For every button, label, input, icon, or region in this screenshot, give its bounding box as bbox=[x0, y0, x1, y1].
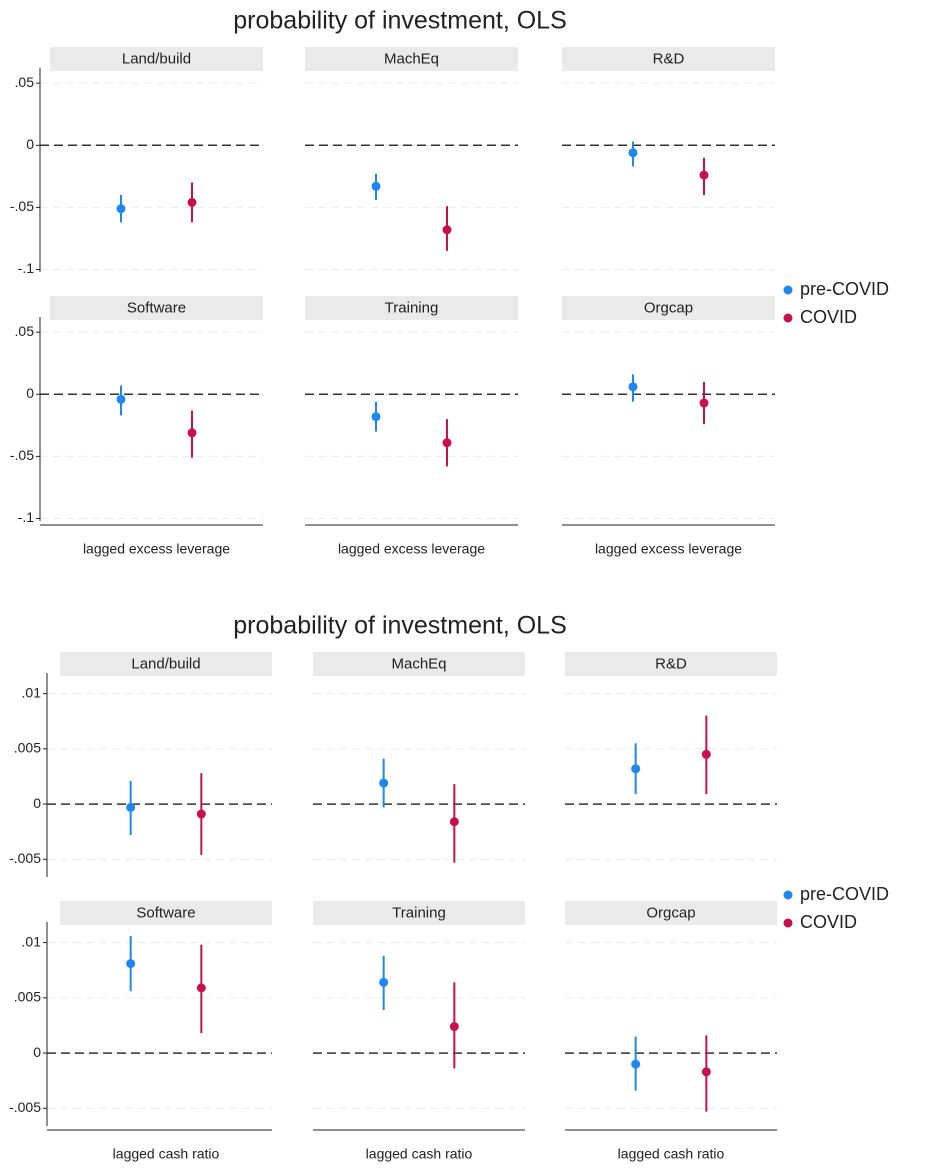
panel-strip bbox=[565, 652, 777, 676]
point-estimate bbox=[701, 1067, 711, 1077]
y-tick-label: .01 bbox=[22, 684, 42, 700]
point-estimate bbox=[701, 749, 711, 759]
legend-label: COVID bbox=[800, 912, 857, 932]
point-estimate bbox=[187, 197, 197, 207]
chart-title: probability of investment, OLS bbox=[233, 7, 567, 35]
y-tick-label: 0 bbox=[33, 795, 41, 811]
x-axis-label: lagged cash ratio bbox=[366, 1146, 473, 1162]
y-tick-label: .005 bbox=[14, 989, 41, 1005]
y-tick-label: -.1 bbox=[18, 260, 35, 276]
point-estimate bbox=[126, 802, 136, 812]
point-estimate bbox=[371, 181, 381, 191]
panel-strip bbox=[305, 296, 518, 320]
panel-strip bbox=[313, 652, 525, 676]
point-estimate bbox=[628, 382, 638, 392]
point-estimate bbox=[699, 170, 709, 180]
panel-title: MachEq bbox=[391, 655, 446, 672]
y-tick-label: -.1 bbox=[18, 509, 35, 525]
legend-marker bbox=[783, 313, 793, 323]
panel-title: Land/build bbox=[122, 50, 191, 67]
y-tick-label: 0 bbox=[33, 1044, 41, 1060]
x-axis-label: lagged cash ratio bbox=[618, 1146, 725, 1162]
panel-title: Software bbox=[136, 904, 195, 921]
point-estimate bbox=[442, 225, 452, 235]
point-estimate bbox=[628, 148, 638, 158]
panel-title: R&D bbox=[655, 655, 687, 672]
point-estimate bbox=[631, 1059, 641, 1069]
point-estimate bbox=[442, 438, 452, 448]
point-estimate bbox=[196, 983, 206, 993]
panel-strip bbox=[565, 901, 777, 925]
point-estimate bbox=[449, 817, 459, 827]
y-tick-label: .05 bbox=[15, 74, 35, 90]
y-tick-label: -.05 bbox=[10, 198, 34, 214]
x-axis-label: lagged cash ratio bbox=[113, 1146, 220, 1162]
legend-marker bbox=[783, 285, 793, 295]
legend-label: COVID bbox=[800, 307, 857, 327]
point-estimate bbox=[126, 959, 136, 969]
legend-label: pre-COVID bbox=[800, 884, 889, 904]
legend-marker bbox=[783, 890, 793, 900]
panel-title: Training bbox=[385, 299, 439, 316]
legend-marker bbox=[783, 918, 793, 928]
point-estimate bbox=[379, 977, 389, 987]
panel-strip bbox=[562, 296, 775, 320]
chart-title: probability of investment, OLS bbox=[233, 612, 567, 640]
y-tick-label: -.005 bbox=[9, 1099, 41, 1115]
y-tick-label: .005 bbox=[14, 740, 41, 756]
point-estimate bbox=[449, 1022, 459, 1032]
point-estimate bbox=[116, 394, 126, 404]
panel-title: Training bbox=[392, 904, 446, 921]
point-estimate bbox=[699, 398, 709, 408]
point-estimate bbox=[371, 412, 381, 422]
panel-title: MachEq bbox=[384, 50, 439, 67]
panel-strip bbox=[562, 47, 775, 71]
point-estimate bbox=[116, 204, 126, 214]
panel-strip bbox=[313, 901, 525, 925]
y-tick-label: 0 bbox=[26, 136, 34, 152]
panel-strip bbox=[50, 47, 263, 71]
y-tick-label: -.005 bbox=[9, 850, 41, 866]
panel-title: R&D bbox=[653, 50, 685, 67]
panel-strip bbox=[50, 296, 263, 320]
x-axis-label: lagged excess leverage bbox=[338, 541, 485, 557]
panel-title: Orgcap bbox=[644, 299, 693, 316]
point-estimate bbox=[196, 809, 206, 819]
panel-strip bbox=[305, 47, 518, 71]
panel-title: Land/build bbox=[131, 655, 200, 672]
point-estimate bbox=[379, 778, 389, 788]
point-estimate bbox=[631, 764, 641, 774]
y-tick-label: 0 bbox=[26, 385, 34, 401]
y-tick-label: .01 bbox=[22, 933, 42, 949]
panel-strip bbox=[60, 652, 272, 676]
x-axis-label: lagged excess leverage bbox=[595, 541, 742, 557]
y-tick-label: .05 bbox=[15, 323, 35, 339]
panel-strip bbox=[60, 901, 272, 925]
point-estimate bbox=[187, 428, 197, 438]
y-tick-label: -.05 bbox=[10, 447, 34, 463]
legend-label: pre-COVID bbox=[800, 279, 889, 299]
panel-title: Orgcap bbox=[646, 904, 695, 921]
panel-title: Software bbox=[127, 299, 186, 316]
x-axis-label: lagged excess leverage bbox=[83, 541, 230, 557]
